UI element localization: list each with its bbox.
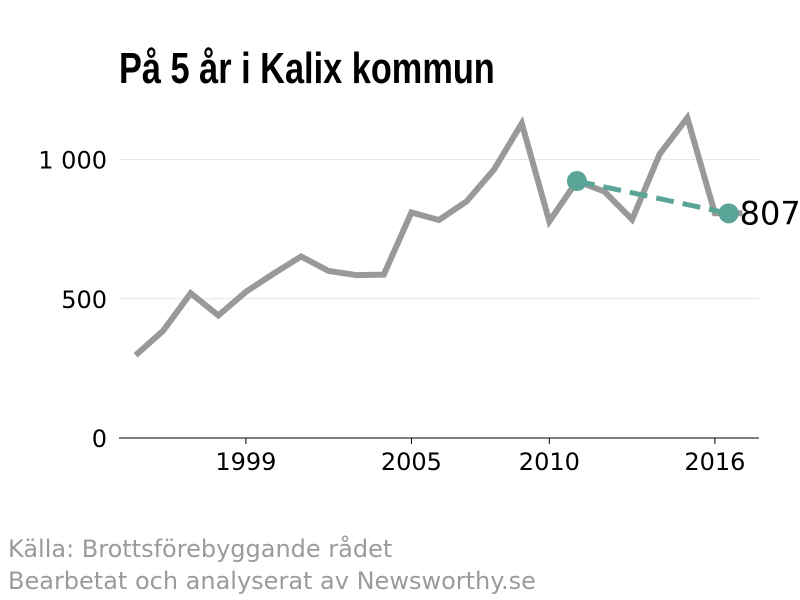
analysis-credit: Bearbetat och analyserat av Newsworthy.s…	[8, 567, 536, 595]
source-credit: Källa: Brottsförebyggande rådet	[8, 535, 393, 563]
x-tick-label: 2016	[684, 448, 745, 476]
y-axis-ticks: 0 500 1 000	[38, 147, 107, 453]
x-axis-ticks: 1999 2005 2010 2016	[215, 438, 745, 476]
trend-end-point	[718, 203, 739, 224]
trend-start-point	[566, 171, 587, 192]
y-tick-label: 1 000	[38, 147, 107, 175]
x-tick-label: 1999	[215, 448, 276, 476]
y-tick-label: 0	[92, 425, 107, 453]
highlight-layer: 807	[566, 171, 800, 232]
gridlines	[119, 159, 759, 300]
series-layer	[133, 111, 743, 358]
x-tick-label: 2005	[381, 448, 442, 476]
end-value-label: 807	[740, 194, 800, 232]
y-tick-label: 500	[61, 286, 107, 314]
series-line	[133, 111, 743, 358]
chart-title: På 5 år i Kalix kommun	[119, 44, 495, 93]
x-tick-label: 2010	[519, 448, 580, 476]
